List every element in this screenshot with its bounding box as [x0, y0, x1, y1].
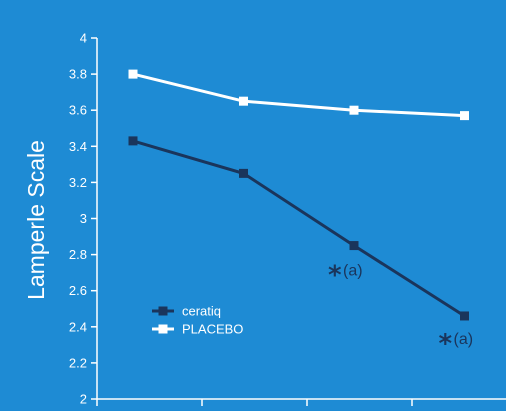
annotation-label: (a) — [454, 331, 474, 348]
data-point — [239, 168, 248, 178]
annotation-star: * — [328, 261, 342, 291]
y-tick-label: 3.8 — [69, 67, 87, 82]
legend-label: PLACEBO — [182, 322, 243, 337]
y-tick-label: 2 — [80, 392, 87, 407]
y-tick-label: 2.2 — [69, 355, 87, 370]
y-tick-label: 3.4 — [69, 139, 87, 154]
series-layer — [128, 69, 469, 321]
legend-label: ceratiq — [182, 304, 221, 319]
y-tick-label: 2.4 — [69, 319, 87, 334]
legend-item-ceratiq: ceratiq — [152, 304, 221, 319]
series-line — [132, 139, 466, 318]
legend-item-placebo: PLACEBO — [152, 322, 243, 337]
significance-annotation: * (a) — [439, 329, 474, 359]
data-point — [128, 136, 138, 146]
annotation-star: * — [439, 329, 453, 359]
series-ceratiq — [128, 136, 469, 321]
legend-marker — [158, 306, 168, 316]
data-point — [239, 96, 248, 106]
y-tick-label: 2.8 — [69, 247, 87, 262]
y-tick-label: 3.6 — [69, 103, 87, 118]
legend: ceratiq PLACEBO — [152, 304, 243, 337]
data-point — [460, 311, 469, 321]
data-point — [349, 241, 359, 251]
axes: 2 2.2 2.4 2.6 2.8 3 3.2 3.4 3.6 3.8 4 — [69, 31, 506, 407]
data-point — [349, 105, 359, 115]
y-tick-label: 3.2 — [69, 175, 87, 190]
annotations: * (a)* (a) — [328, 261, 473, 359]
series-line — [132, 72, 465, 118]
y-tick-label: 2.6 — [69, 283, 87, 298]
y-tick-label: 4 — [80, 31, 87, 46]
annotation-label: (a) — [343, 263, 363, 280]
y-axis-label: Lamperle Scale — [23, 140, 49, 300]
y-tick-label: 3 — [80, 211, 87, 226]
data-point — [128, 69, 138, 79]
series-placebo — [128, 69, 469, 121]
legend-marker — [158, 324, 168, 334]
significance-annotation: * (a) — [328, 261, 363, 291]
data-point — [460, 111, 469, 121]
